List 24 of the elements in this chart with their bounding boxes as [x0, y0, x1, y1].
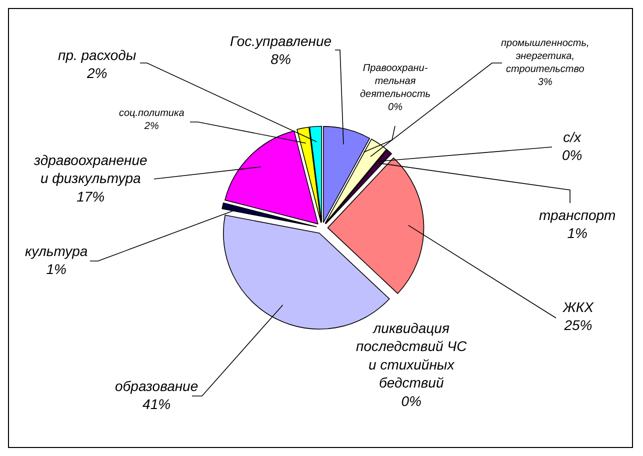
data-label: 41% — [142, 396, 171, 412]
category-label: ликвидация последствий ЧС и стихийных бедствий — [356, 320, 467, 391]
data-label: 8% — [270, 51, 291, 68]
data-label: 25% — [563, 317, 592, 334]
text: 0% — [401, 392, 422, 409]
category-label: с/х — [563, 129, 582, 145]
data-label: 3% — [538, 77, 552, 88]
text: 0% — [388, 102, 402, 113]
slice-label: пр. расходы — [58, 47, 137, 63]
slice-label: здравоохранение и физкультура — [33, 152, 148, 186]
data-label: 17% — [76, 188, 105, 204]
data-label: 2% — [143, 121, 159, 132]
slice-label: соц.политика — [119, 108, 185, 119]
data-label: 1% — [46, 261, 66, 278]
data-label: 2% — [86, 65, 108, 82]
slice-label: Гос.управление — [230, 33, 332, 49]
slice-label: образование — [115, 378, 198, 394]
slice-label: промышленность, энергетика, строительство — [501, 38, 590, 75]
slice-label: ЖКХ — [562, 299, 594, 315]
data-label: 1% — [567, 225, 588, 242]
text: 0% — [562, 147, 582, 164]
slice-label: культура — [25, 243, 88, 259]
category-label: Правоохрани- тельная деятельность — [360, 63, 431, 100]
slice-label: транспорт — [539, 207, 616, 223]
